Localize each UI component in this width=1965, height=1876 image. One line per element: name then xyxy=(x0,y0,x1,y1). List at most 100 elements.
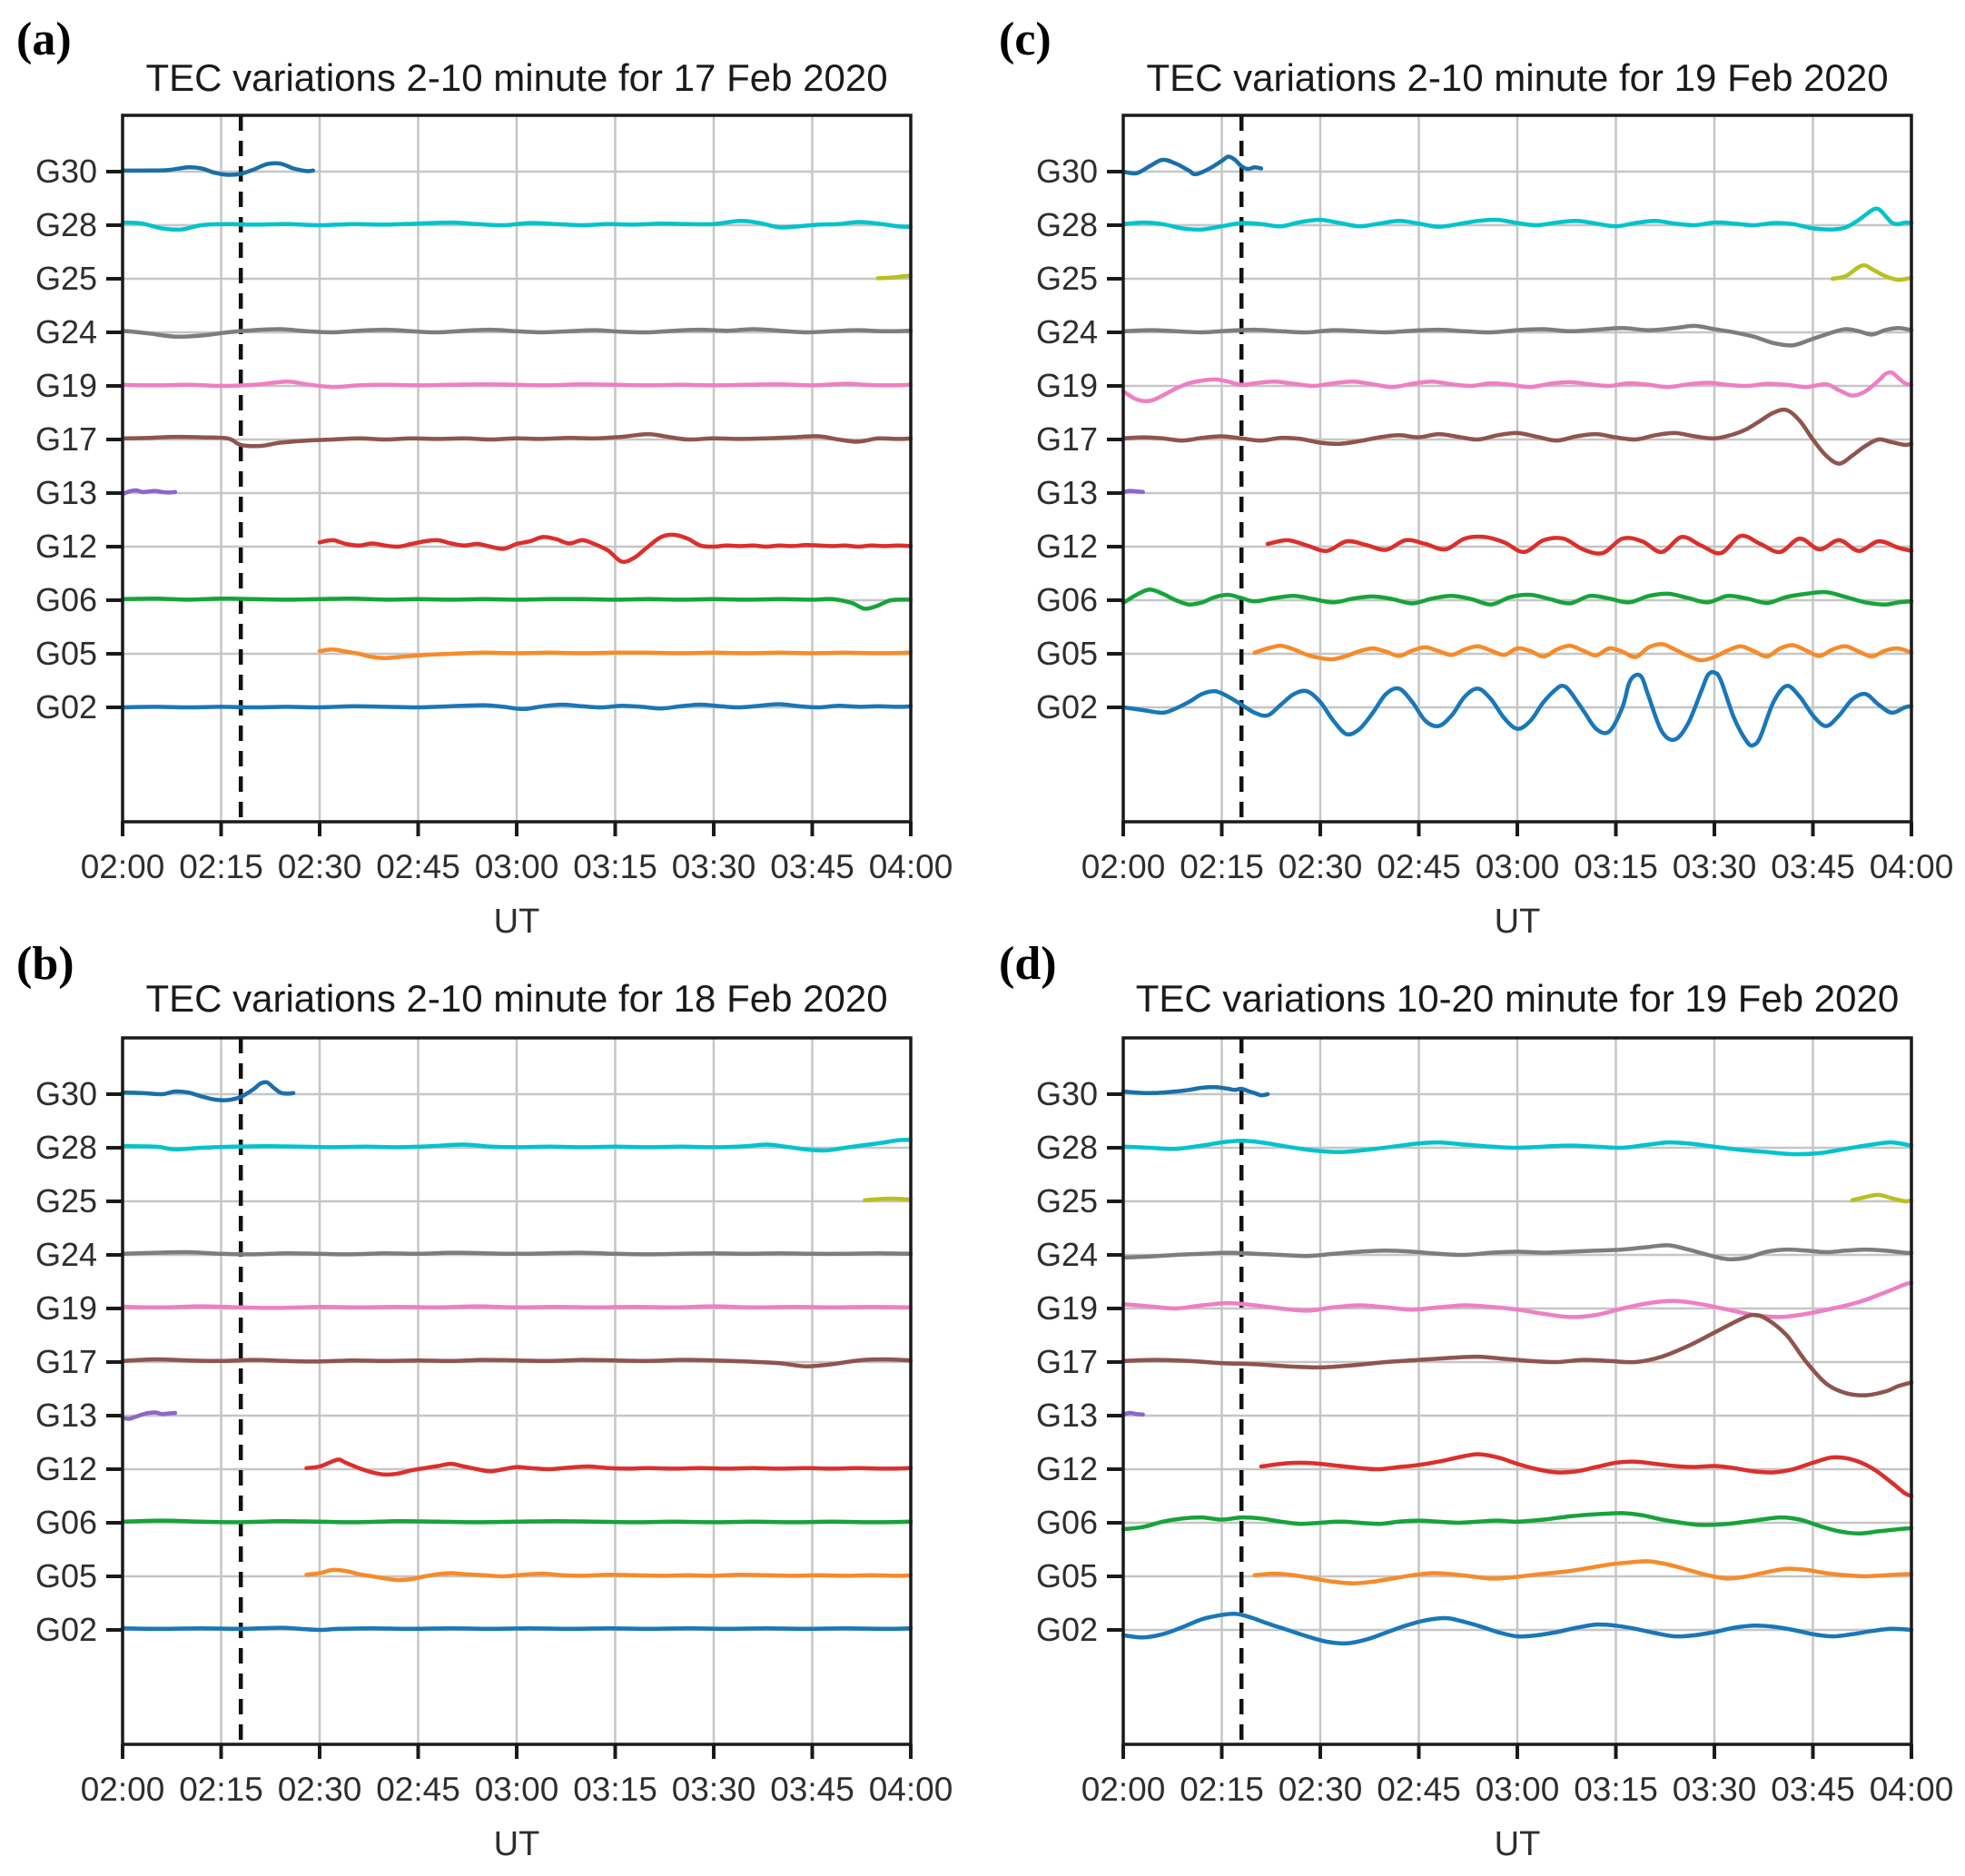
series-G13 xyxy=(120,488,178,497)
series-G12 xyxy=(317,532,913,565)
series-G30 xyxy=(1121,1084,1270,1098)
y-label-G28: G28 xyxy=(35,206,97,243)
x-tick-label: 03:00 xyxy=(475,848,559,885)
x-tick-label: 03:00 xyxy=(1476,848,1560,885)
x-tick-label: 02:15 xyxy=(179,848,263,885)
y-label-G02: G02 xyxy=(1036,1611,1098,1648)
series-G30 xyxy=(120,161,316,177)
y-label-G24: G24 xyxy=(1036,313,1098,351)
x-tick-label: 02:15 xyxy=(179,1771,263,1808)
series-G24 xyxy=(120,1249,913,1257)
series-G05 xyxy=(317,647,913,660)
y-label-G13: G13 xyxy=(1036,474,1098,511)
series-G13 xyxy=(1121,489,1145,495)
x-tick-label: 02:00 xyxy=(1081,848,1166,885)
series-G12 xyxy=(304,1457,913,1477)
y-label-G02: G02 xyxy=(35,688,97,726)
x-tick-label: 02:00 xyxy=(81,1771,165,1808)
y-label-G06: G06 xyxy=(35,581,97,618)
series-G24 xyxy=(1121,323,1914,348)
y-label-G19: G19 xyxy=(35,367,97,404)
y-label-G12: G12 xyxy=(1036,1450,1098,1487)
y-label-G25: G25 xyxy=(1036,1182,1098,1219)
y-label-G17: G17 xyxy=(35,1343,97,1380)
y-label-G30: G30 xyxy=(35,1075,97,1112)
series-G02 xyxy=(120,702,913,712)
panel-a-title: TEC variations 2-10 minute for 17 Feb 20… xyxy=(145,56,888,99)
series-G06 xyxy=(120,596,913,611)
series-G25 xyxy=(875,273,913,281)
y-label-G06: G06 xyxy=(1036,581,1098,618)
panel-c-title: TEC variations 2-10 minute for 19 Feb 20… xyxy=(1146,56,1889,99)
series-G28 xyxy=(120,1137,913,1153)
x-tick-label: 03:15 xyxy=(1574,848,1658,885)
series-G17 xyxy=(120,431,913,449)
series-G28 xyxy=(1121,206,1914,232)
x-tick-label: 02:00 xyxy=(81,848,165,885)
y-label-G13: G13 xyxy=(35,1397,97,1434)
series-G12 xyxy=(1259,1452,1914,1498)
panel-b-plot: G30 G28 G25 G24 G19 G17 G13 G12 G06 G05 G02 02:00 02… xyxy=(35,1036,953,1863)
x-tick-label: 03:15 xyxy=(573,1771,657,1808)
x-tick-label: 04:00 xyxy=(869,1771,953,1808)
y-label-G28: G28 xyxy=(35,1129,97,1166)
series-G28 xyxy=(120,219,913,232)
x-tick-label: 03:30 xyxy=(672,848,756,885)
y-label-G12: G12 xyxy=(35,1450,97,1487)
x-tick-label: 03:00 xyxy=(475,1771,559,1808)
x-tick-label: 02:15 xyxy=(1180,848,1264,885)
x-tick-label: 03:45 xyxy=(770,848,854,885)
x-tick-label: 02:00 xyxy=(1081,1771,1166,1808)
x-tick-label: 04:00 xyxy=(1870,848,1954,885)
series-G05 xyxy=(304,1567,913,1583)
series-G25 xyxy=(863,1196,913,1203)
series-G24 xyxy=(1121,1243,1914,1262)
series-G13 xyxy=(1121,1410,1145,1417)
panel-c-plot: G30 G28 G25 G24 G19 G17 G13 G12 G06 G05 G02 02:00 02… xyxy=(1036,114,1954,941)
x-tick-label: 02:45 xyxy=(376,1771,460,1808)
x-tick-label: 03:45 xyxy=(770,1771,854,1808)
series-G06 xyxy=(1121,1511,1914,1536)
panel-d-label: (d) xyxy=(999,938,1057,990)
panel-a-label: (a) xyxy=(16,14,72,65)
y-label-G12: G12 xyxy=(1036,528,1098,565)
y-label-G19: G19 xyxy=(1036,367,1098,404)
panel-b-title: TEC variations 2-10 minute for 18 Feb 20… xyxy=(145,977,888,1020)
y-label-G05: G05 xyxy=(35,635,97,672)
x-tick-label: 03:30 xyxy=(1673,848,1757,885)
y-label-G24: G24 xyxy=(35,313,97,351)
x-tick-label: 02:45 xyxy=(1377,848,1461,885)
x-tick-label: 03:15 xyxy=(573,848,657,885)
x-axis-title: UT xyxy=(1495,903,1541,941)
x-tick-label: 03:30 xyxy=(1673,1771,1757,1808)
series-G17 xyxy=(120,1357,913,1368)
x-tick-label: 03:15 xyxy=(1574,1771,1658,1808)
y-label-G28: G28 xyxy=(1036,206,1098,243)
y-label-G24: G24 xyxy=(1036,1236,1098,1273)
y-label-G30: G30 xyxy=(1036,1075,1098,1112)
x-tick-label: 04:00 xyxy=(1870,1771,1954,1808)
series-G17 xyxy=(1121,1312,1914,1397)
y-label-G06: G06 xyxy=(35,1504,97,1541)
series-G05 xyxy=(1252,1559,1914,1585)
x-tick-label: 02:30 xyxy=(1279,1771,1363,1808)
panel-d-plot: G30 G28 G25 G24 G19 G17 G13 G12 G06 G05 G02 02:00 02… xyxy=(1036,1036,1954,1863)
x-tick-label: 02:15 xyxy=(1180,1771,1264,1808)
x-tick-label: 03:00 xyxy=(1476,1771,1560,1808)
y-label-G12: G12 xyxy=(35,528,97,565)
series-G25 xyxy=(1850,1192,1914,1204)
series-G28 xyxy=(1121,1139,1914,1157)
series-G19 xyxy=(1121,370,1914,404)
y-label-G30: G30 xyxy=(35,153,97,190)
series-G30 xyxy=(1121,154,1264,177)
series-G05 xyxy=(1252,642,1914,663)
y-label-G05: G05 xyxy=(35,1557,97,1595)
y-label-G25: G25 xyxy=(35,1182,97,1219)
series-G24 xyxy=(120,327,913,340)
x-tick-label: 03:30 xyxy=(672,1771,756,1808)
x-axis-title: UT xyxy=(494,1825,540,1863)
y-label-G28: G28 xyxy=(1036,1129,1098,1166)
series-G13 xyxy=(120,1410,178,1421)
